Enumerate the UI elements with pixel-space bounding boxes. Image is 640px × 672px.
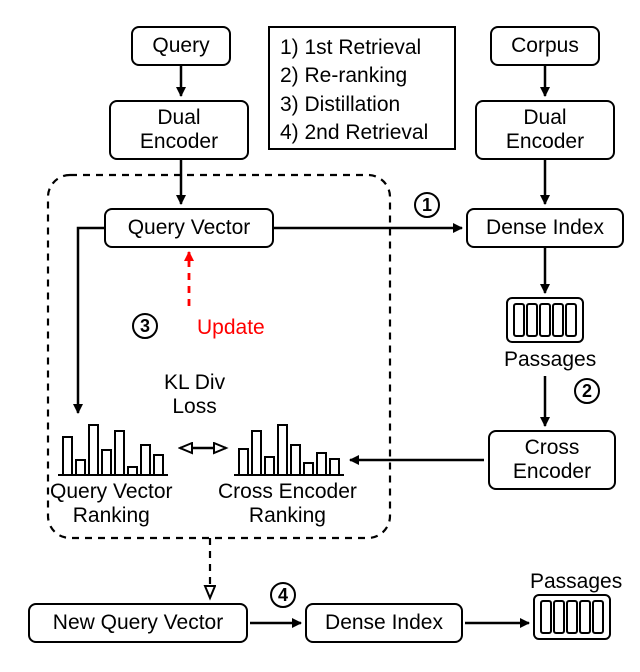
ce-ranking-label: Cross Encoder Ranking	[218, 480, 357, 528]
node-dense-index-1: Dense Index	[466, 208, 624, 248]
node-query: Query	[131, 26, 231, 66]
passages-icon-1	[506, 297, 584, 343]
qv-ranking-label: Query Vector Ranking	[50, 480, 173, 528]
legend-line-4: 4) 2nd Retrieval	[280, 119, 444, 147]
node-dual-encoder-left: Dual Encoder	[109, 100, 249, 160]
step-circle-4: 4	[270, 582, 296, 608]
node-dual-encoder-right: Dual Encoder	[475, 100, 615, 160]
legend-line-3: 3) Distillation	[280, 91, 444, 119]
node-corpus: Corpus	[490, 26, 600, 66]
arrow-qv-qvRank	[78, 228, 104, 413]
legend-box: 1) 1st Retrieval 2) Re-ranking 3) Distil…	[268, 26, 456, 150]
passages-label-2: Passages	[530, 570, 622, 594]
query-vector-ranking-chart	[58, 425, 168, 475]
passages-label-1: Passages	[504, 348, 596, 372]
node-dense-index-2: Dense Index	[305, 603, 463, 643]
step-circle-3: 3	[132, 313, 158, 339]
legend-line-2: 2) Re-ranking	[280, 62, 444, 90]
node-cross-encoder: Cross Encoder	[488, 430, 616, 490]
node-new-query-vector: New Query Vector	[28, 603, 248, 643]
step-circle-1: 1	[414, 192, 440, 218]
legend-line-1: 1) 1st Retrieval	[280, 34, 444, 62]
kl-loss-label: KL Div Loss	[164, 371, 225, 419]
node-query-vector: Query Vector	[104, 208, 274, 248]
passages-icon-2	[533, 594, 611, 640]
cross-encoder-ranking-chart	[234, 425, 344, 475]
update-label: Update	[197, 316, 265, 340]
step-circle-2: 2	[574, 378, 600, 404]
